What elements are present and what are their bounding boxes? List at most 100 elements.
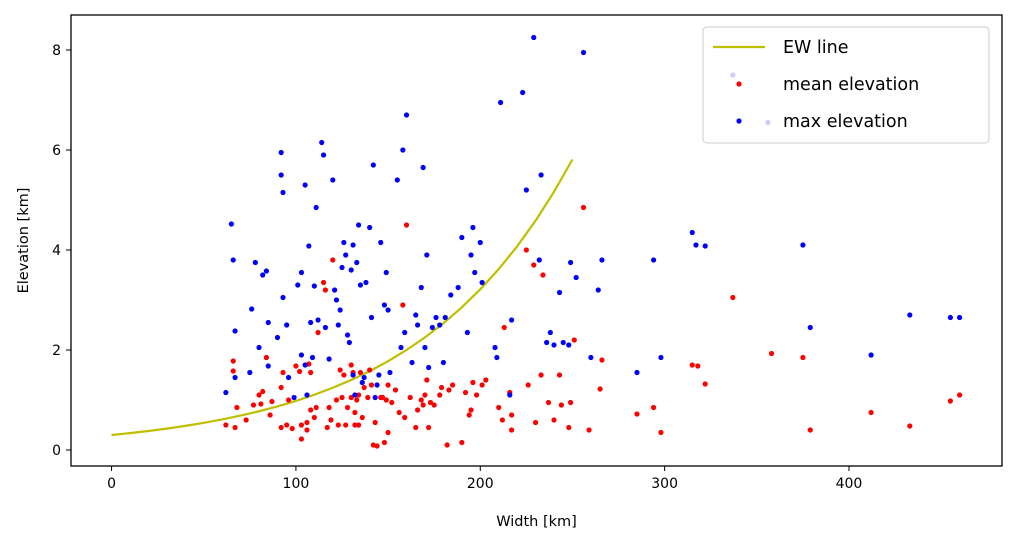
- mean-elevation-point: [308, 369, 314, 376]
- max-elevation-point: [536, 257, 542, 263]
- mean-elevation-point: [650, 404, 657, 411]
- max-elevation-point: [693, 242, 699, 248]
- max-elevation-point: [278, 172, 284, 178]
- max-elevation-point: [492, 344, 498, 351]
- mean-elevation-point: [418, 397, 424, 403]
- max-elevation-point: [344, 332, 351, 338]
- mean-elevation-point: [381, 439, 388, 446]
- mean-elevation-point: [308, 407, 314, 413]
- max-elevation-point: [247, 369, 253, 376]
- mean-elevation-point: [556, 372, 563, 378]
- max-elevation-point: [265, 363, 271, 369]
- mean-elevation-point: [258, 401, 264, 407]
- mean-elevation-point: [566, 424, 572, 431]
- max-elevation-point: [378, 239, 384, 246]
- mean-elevation-point: [551, 417, 557, 423]
- max-elevation-point: [280, 294, 286, 301]
- ew-line-series: [111, 158, 574, 437]
- mean-elevation-point: [523, 247, 529, 253]
- max-elevation-point: [357, 282, 364, 288]
- max-elevation-point: [306, 243, 312, 249]
- max-elevation-point: [387, 369, 393, 376]
- mean-elevation-point: [379, 394, 386, 401]
- max-elevation-point: [634, 369, 640, 376]
- max-elevation-point: [807, 324, 813, 331]
- max-elevation-point: [595, 287, 601, 293]
- max-elevation-point: [650, 257, 657, 263]
- max-elevation-point: [599, 257, 605, 263]
- max-elevation-point: [376, 372, 382, 378]
- mean-elevation-point: [293, 363, 299, 369]
- max-elevation-point: [477, 239, 483, 246]
- mean-elevation-point: [389, 399, 395, 406]
- max-elevation-point: [509, 317, 515, 323]
- max-elevation-point: [315, 317, 321, 323]
- max-elevation-point: [302, 362, 308, 368]
- mean-elevation-point: [413, 424, 419, 431]
- mean-elevation-point: [330, 257, 336, 263]
- legend-label: max elevation: [783, 112, 908, 132]
- mean-elevation-point: [695, 363, 701, 369]
- max-elevation-point: [702, 243, 708, 249]
- mean-elevation-point: [320, 279, 327, 286]
- max-elevation-series: [223, 34, 963, 401]
- mean-elevation-point: [234, 404, 240, 411]
- max-elevation-point: [551, 342, 557, 348]
- max-elevation-point: [497, 99, 504, 106]
- y-tick-label: 8: [52, 43, 61, 59]
- mean-elevation-point: [702, 381, 708, 387]
- x-tick-label: 400: [836, 476, 863, 492]
- max-elevation-point: [361, 374, 367, 381]
- y-tick-label: 6: [52, 143, 61, 159]
- mean-elevation-point: [367, 367, 373, 373]
- mean-elevation-point: [359, 414, 365, 421]
- mean-elevation-point: [263, 354, 270, 361]
- max-elevation-point: [568, 259, 574, 266]
- mean-elevation-point: [289, 425, 295, 432]
- max-elevation-point: [341, 239, 347, 246]
- max-elevation-point: [228, 221, 234, 227]
- mean-elevation-point: [385, 429, 391, 436]
- mean-elevation-point: [348, 362, 354, 368]
- legend: EW line mean elevation max elevation: [702, 26, 990, 144]
- max-elevation-point: [394, 177, 400, 183]
- mean-elevation-point: [689, 362, 695, 368]
- mean-elevation-point: [354, 397, 360, 403]
- legend-marker-swatch: [736, 81, 742, 87]
- max-elevation-point: [957, 314, 963, 321]
- mean-elevation-point: [462, 389, 469, 396]
- max-elevation-point: [556, 289, 563, 296]
- mean-elevation-point: [496, 404, 502, 411]
- mean-elevation-point: [368, 382, 375, 388]
- max-elevation-point: [223, 389, 229, 396]
- max-elevation-point: [385, 307, 391, 313]
- max-elevation-point: [319, 139, 325, 146]
- max-elevation-point: [588, 354, 594, 361]
- x-tick-label: 300: [651, 476, 678, 492]
- max-elevation-point: [256, 344, 262, 351]
- legend-label: EW line: [783, 38, 849, 58]
- mean-elevation-point: [730, 294, 736, 301]
- mean-elevation-series: [223, 204, 963, 449]
- max-elevation-point: [403, 112, 410, 118]
- max-elevation-point: [409, 359, 415, 366]
- max-elevation-point: [580, 49, 587, 56]
- max-elevation-point: [232, 374, 238, 381]
- mean-elevation-point: [437, 392, 443, 398]
- mean-elevation-point: [422, 392, 428, 398]
- mean-elevation-point: [431, 402, 437, 408]
- max-elevation-point: [363, 279, 369, 286]
- max-elevation-point: [352, 392, 358, 398]
- mean-elevation-point: [634, 411, 640, 417]
- mean-elevation-point: [501, 324, 507, 331]
- mean-elevation-point: [446, 387, 452, 393]
- max-elevation-point: [398, 344, 404, 351]
- mean-elevation-point: [230, 358, 236, 364]
- mean-elevation-point: [907, 423, 913, 429]
- max-elevation-point: [232, 328, 238, 334]
- mean-elevation-point: [313, 404, 319, 411]
- max-elevation-point: [426, 364, 432, 371]
- max-elevation-point: [437, 322, 443, 328]
- max-elevation-point: [354, 259, 360, 266]
- max-elevation-point: [455, 284, 461, 291]
